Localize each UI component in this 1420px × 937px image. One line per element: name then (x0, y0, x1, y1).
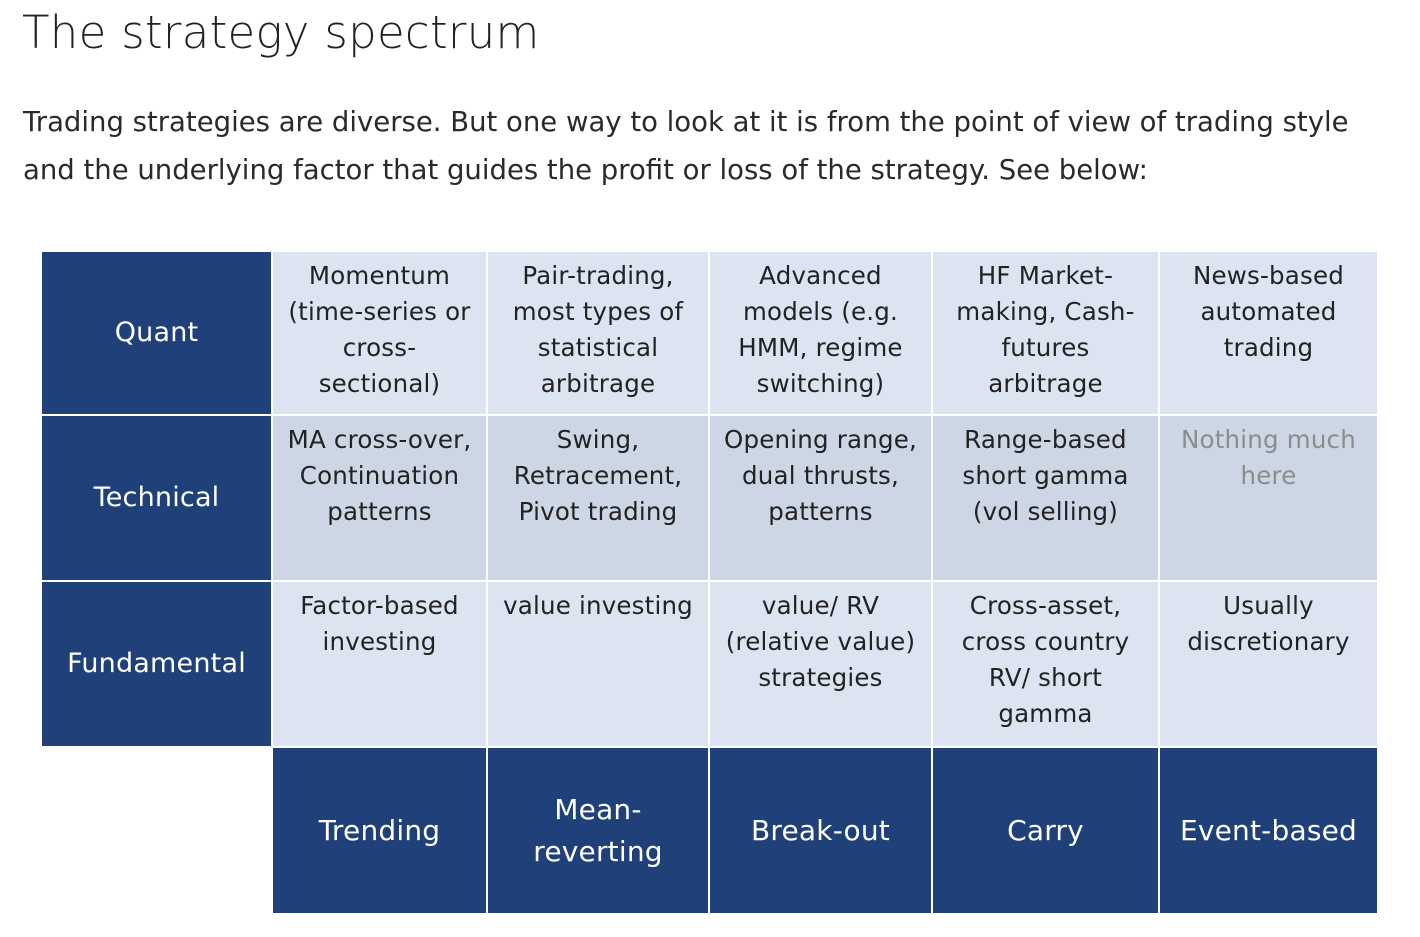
cell-fundamental-trending: Factor-based investing (273, 582, 486, 746)
intro-paragraph: Trading strategies are diverse. But one … (23, 106, 1349, 186)
column-label-carry: Carry (933, 748, 1158, 913)
cell-quant-carry: HF Market- making, Cash- futures arbitra… (933, 252, 1158, 414)
cell-quant-trending: Momentum (time-series or cross- sectiona… (273, 252, 486, 414)
cell-fundamental-mean-reverting: value investing (488, 582, 708, 746)
cell-quant-break-out: Advanced models (e.g. HMM, regime switch… (710, 252, 931, 414)
cell-quant-mean-reverting: Pair-trading, most types of statistical … (488, 252, 708, 414)
cell-technical-mean-reverting: Swing, Retracement, Pivot trading (488, 416, 708, 580)
cell-fundamental-break-out: value/ RV (relative value) strategies (710, 582, 931, 746)
page-title: The strategy spectrum (22, 6, 540, 59)
cell-technical-carry: Range-based short gamma (vol selling) (933, 416, 1158, 580)
column-label-break-out: Break-out (710, 748, 931, 913)
column-label-mean-reverting: Mean- reverting (488, 748, 708, 913)
cell-fundamental-event-based: Usually discretionary (1160, 582, 1377, 746)
cell-technical-event-based: Nothing much here (1160, 416, 1377, 580)
cell-quant-event-based: News-based automated trading (1160, 252, 1377, 414)
cell-technical-trending: MA cross-over, Continuation patterns (273, 416, 486, 580)
row-label-fundamental: Fundamental (42, 582, 271, 746)
column-label-trending: Trending (273, 748, 486, 913)
strategy-matrix: Quant Momentum (time-series or cross- se… (42, 252, 1377, 913)
empty-corner-cell (42, 748, 271, 913)
cell-technical-break-out: Opening range, dual thrusts, patterns (710, 416, 931, 580)
column-label-event-based: Event-based (1160, 748, 1377, 913)
row-label-quant: Quant (42, 252, 271, 414)
cell-fundamental-carry: Cross-asset, cross country RV/ short gam… (933, 582, 1158, 746)
row-label-technical: Technical (42, 416, 271, 580)
